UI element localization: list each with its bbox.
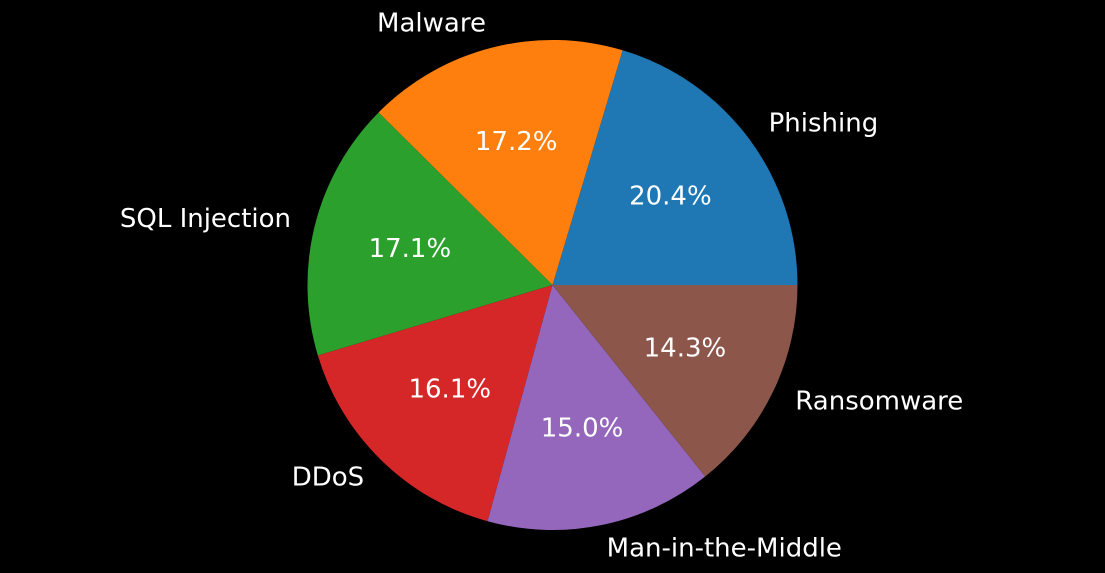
slice-ransomware: [552, 285, 798, 477]
category-label-phishing: Phishing: [769, 109, 879, 139]
percent-label-man-in-the-middle: 15.0%: [541, 413, 624, 443]
slice-ddos: [317, 285, 553, 522]
slice-malware: [378, 39, 623, 286]
category-label-malware: Malware: [377, 8, 486, 38]
category-label-sql-injection: SQL Injection: [120, 204, 291, 234]
slice-phishing: [552, 50, 798, 285]
labels: Phishing 20.4% Malware 17.2% SQL Injection 17…: [120, 8, 963, 563]
category-label-man-in-the-middle: Man-in-the-Middle: [607, 533, 842, 563]
category-label-ddos: DDoS: [292, 462, 364, 492]
slice-man-in-the-middle: [487, 285, 706, 530]
category-label-ransomware: Ransomware: [795, 386, 963, 416]
percent-label-malware: 17.2%: [475, 127, 558, 157]
percent-label-phishing: 20.4%: [629, 182, 712, 212]
percent-label-ddos: 16.1%: [408, 375, 491, 405]
percent-label-sql-injection: 17.1%: [369, 234, 452, 264]
slice-sql-injection: [307, 112, 553, 356]
slices: [307, 39, 798, 530]
percent-label-ransomware: 14.3%: [644, 333, 727, 363]
